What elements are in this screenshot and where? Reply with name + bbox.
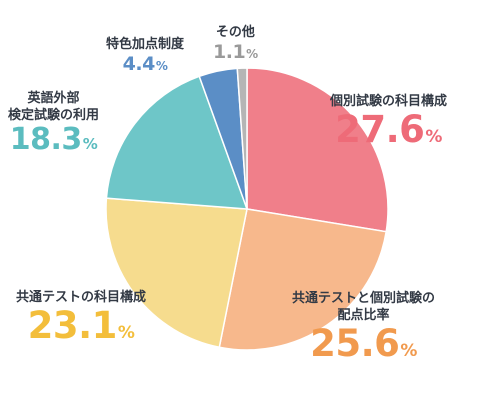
slice-value-number: 27.6 [335, 108, 425, 151]
pie-slice-2 [105, 197, 248, 349]
slice-value-number: 1.1 [213, 41, 246, 63]
slice-name-line1: 英語外部 [27, 91, 80, 106]
slice-value-unit: % [400, 341, 417, 361]
slice-value-number: 23.1 [27, 304, 118, 347]
slice-name: 個別試験の科目構成 [330, 94, 448, 109]
slice-value-unit: % [155, 59, 168, 73]
slice-value-number: 4.4 [122, 53, 156, 75]
slice-name: 共通テストの科目構成 [16, 290, 147, 305]
slice-value: 23.1% [16, 306, 146, 346]
slice-value: 1.1% [213, 41, 258, 63]
slice-label-kobetsu: 個別試験の科目構成 27.6% [330, 93, 447, 150]
slice-label-sonota: その他 1.1% [213, 24, 258, 63]
slice-value-number: 18.3 [9, 122, 83, 157]
slice-value-unit: % [82, 135, 98, 153]
slice-name-line2: 配点比率 [337, 308, 390, 323]
pie-slice-0 [246, 67, 389, 233]
slice-value-number: 25.6 [310, 322, 400, 365]
slice-label-eigo: 英語外部 検定試験の利用 18.3% [8, 90, 99, 156]
slice-name: その他 [215, 25, 255, 40]
slice-value-unit: % [246, 47, 258, 61]
slice-value: 18.3% [8, 124, 99, 156]
slice-label-kyotsu: 共通テストの科目構成 23.1% [16, 289, 146, 346]
pie-slice-1 [218, 208, 388, 351]
slice-name: 特色加点制度 [106, 37, 185, 52]
slice-label-haiten: 共通テストと個別試験の 配点比率 25.6% [292, 290, 435, 364]
slice-value-unit: % [425, 127, 442, 147]
slice-value: 25.6% [292, 324, 435, 364]
slice-name-line2: 検定試験の利用 [8, 108, 100, 123]
slice-label-tokushoku: 特色加点制度 4.4% [106, 36, 184, 75]
slice-name-line1: 共通テストと個別試験の [292, 291, 436, 306]
slice-value: 27.6% [330, 110, 447, 150]
slice-value: 4.4% [106, 53, 184, 75]
pie-slice-3 [105, 75, 249, 210]
slice-value-unit: % [117, 323, 135, 343]
pie-slice-5 [236, 67, 248, 210]
